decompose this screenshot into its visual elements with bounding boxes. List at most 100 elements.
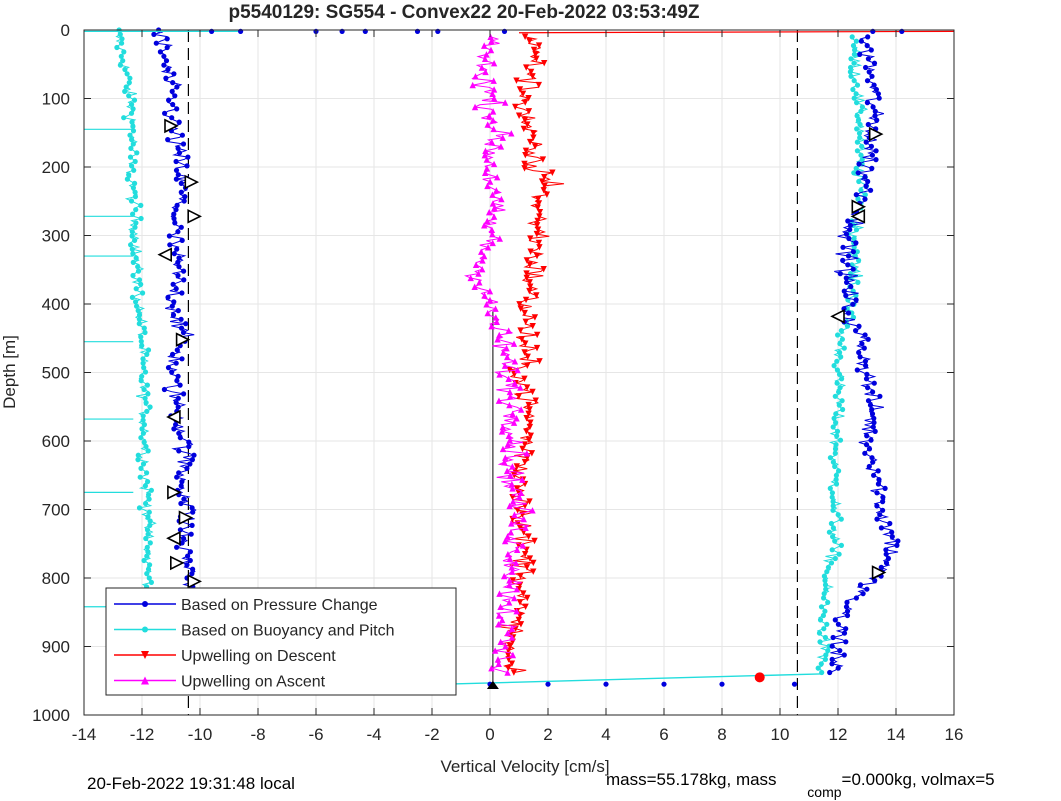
pressure-ascent-point (854, 367, 860, 373)
pressure-descent-point (164, 44, 170, 51)
pressure-ascent-point (843, 275, 849, 281)
upwelling-descent-point (506, 643, 514, 650)
pressure-ascent-point (853, 240, 859, 246)
pressure-descent-point (165, 365, 172, 371)
buoyancy-ascent-point (833, 472, 840, 478)
pressure-ascent-point (882, 485, 888, 491)
buoyancy-ascent-point (851, 51, 858, 58)
upwelling-ascent-point (522, 524, 529, 532)
direction-marker (167, 485, 182, 500)
buoyancy-descent-point (144, 527, 151, 533)
pressure-descent-point (182, 194, 188, 200)
y-tick-label: 300 (42, 227, 70, 246)
pressure-descent-point (178, 500, 184, 507)
upwelling-ascent-point (469, 81, 476, 89)
buoyancy-descent-point (133, 299, 139, 305)
upwelling-descent-point (523, 274, 530, 282)
upwelling-descent-point (506, 366, 513, 374)
pressure-ascent-point (865, 34, 871, 40)
buoyancy-descent-point (129, 246, 135, 252)
pressure-ascent-point (866, 446, 873, 452)
y-tick-label: 800 (42, 569, 70, 588)
upwelling-ascent-point (504, 441, 511, 448)
upwelling-ascent-point (504, 669, 511, 676)
buoyancy-ascent-point (825, 648, 831, 654)
upwelling-descent-point (534, 204, 541, 212)
pressure-ascent-point (862, 332, 868, 338)
pressure-ascent-point (869, 73, 875, 79)
pressure-ascent-point (840, 244, 846, 250)
buoyancy-ascent-point (851, 60, 857, 66)
upwelling-descent-point (525, 401, 532, 409)
pressure-descent-point (170, 101, 176, 108)
buoyancy-ascent-point (855, 279, 861, 285)
pressure-descent-point (191, 452, 197, 458)
upwelling-descent-point (522, 340, 529, 347)
upwelling-ascent-point (508, 520, 515, 527)
buoyancy-ascent-point (815, 665, 821, 671)
pressure-ascent-point (874, 117, 880, 123)
upwelling-ascent-point (499, 423, 506, 431)
pressure-ascent-point (873, 86, 880, 93)
pressure-descent-point (169, 88, 175, 94)
buoyancy-ascent-point (838, 354, 844, 360)
direction-marker (871, 565, 887, 580)
upwelling-ascent-point (501, 458, 508, 466)
buoyancy-ascent-point (836, 468, 842, 474)
upwelling-descent-point (523, 257, 531, 264)
buoyancy-descent-point (130, 211, 136, 217)
pressure-ascent-point (863, 139, 869, 145)
upwelling-ascent-point (511, 594, 518, 602)
buoyancy-descent-point (119, 36, 125, 42)
upwelling-ascent-point (507, 472, 514, 479)
buoyancy-ascent-point (833, 442, 839, 448)
upwelling-ascent-point (506, 401, 513, 409)
buoyancy-descent-point (147, 518, 153, 524)
pressure-ascent-point (863, 183, 869, 189)
direction-marker (164, 118, 179, 134)
upwelling-ascent-point (506, 502, 513, 510)
upwelling-descent-point (527, 248, 534, 255)
upwelling-ascent-point (508, 568, 516, 575)
upwelling-descent-point (512, 103, 519, 111)
pressure-descent-point (164, 36, 170, 42)
upwelling-descent-point (517, 572, 524, 580)
x-tick-label: -8 (250, 725, 265, 744)
upwelling-descent-point (533, 230, 541, 238)
pressure-descent-point (174, 246, 180, 252)
footer-mass-info: mass=55.178kg, mass comp=0.000kg, volmax… (606, 770, 995, 800)
buoyancy-ascent-point (830, 534, 836, 540)
pressure-ascent (827, 34, 901, 676)
upwelling-ascent-point (490, 125, 497, 133)
buoyancy-descent-point (133, 286, 139, 292)
upwelling-ascent-point (509, 410, 516, 418)
upwelling-descent-point (536, 213, 543, 220)
upwelling-ascent-point (472, 73, 479, 80)
upwelling-descent-point (523, 428, 530, 435)
pressure-descent-point (170, 80, 176, 86)
pressure-ascent-point (883, 551, 889, 557)
upwelling-ascent-point (508, 625, 516, 632)
upwelling-descent-point (530, 559, 537, 567)
upwelling-descent-point (525, 108, 533, 115)
pressure-descent-point (174, 202, 180, 208)
pressure-ascent-point (875, 481, 882, 487)
buoyancy-ascent-point (834, 433, 840, 439)
pressure-ascent-point (856, 349, 862, 356)
chart-title: p5540129: SG554 - Convex22 20-Feb-2022 0… (228, 2, 699, 23)
buoyancy-descent-point (143, 443, 149, 450)
buoyancy-ascent-point (822, 634, 829, 641)
upwelling-descent-point (529, 73, 536, 80)
upwelling-ascent-point (513, 546, 521, 553)
pressure-ascent-point (846, 235, 852, 242)
pressure-ascent-point (871, 82, 877, 88)
buoyancy-descent-point (122, 88, 128, 94)
pressure-descent-point (181, 391, 187, 397)
upwelling-ascent-point (483, 51, 490, 58)
upwelling-ascent-point (488, 226, 496, 233)
upwelling-ascent-point (505, 432, 512, 439)
pressure-ascent-point (876, 477, 882, 483)
buoyancy-descent-point (130, 185, 136, 191)
upwelling-descent-point (532, 397, 539, 404)
pressure-descent-point (189, 505, 195, 511)
